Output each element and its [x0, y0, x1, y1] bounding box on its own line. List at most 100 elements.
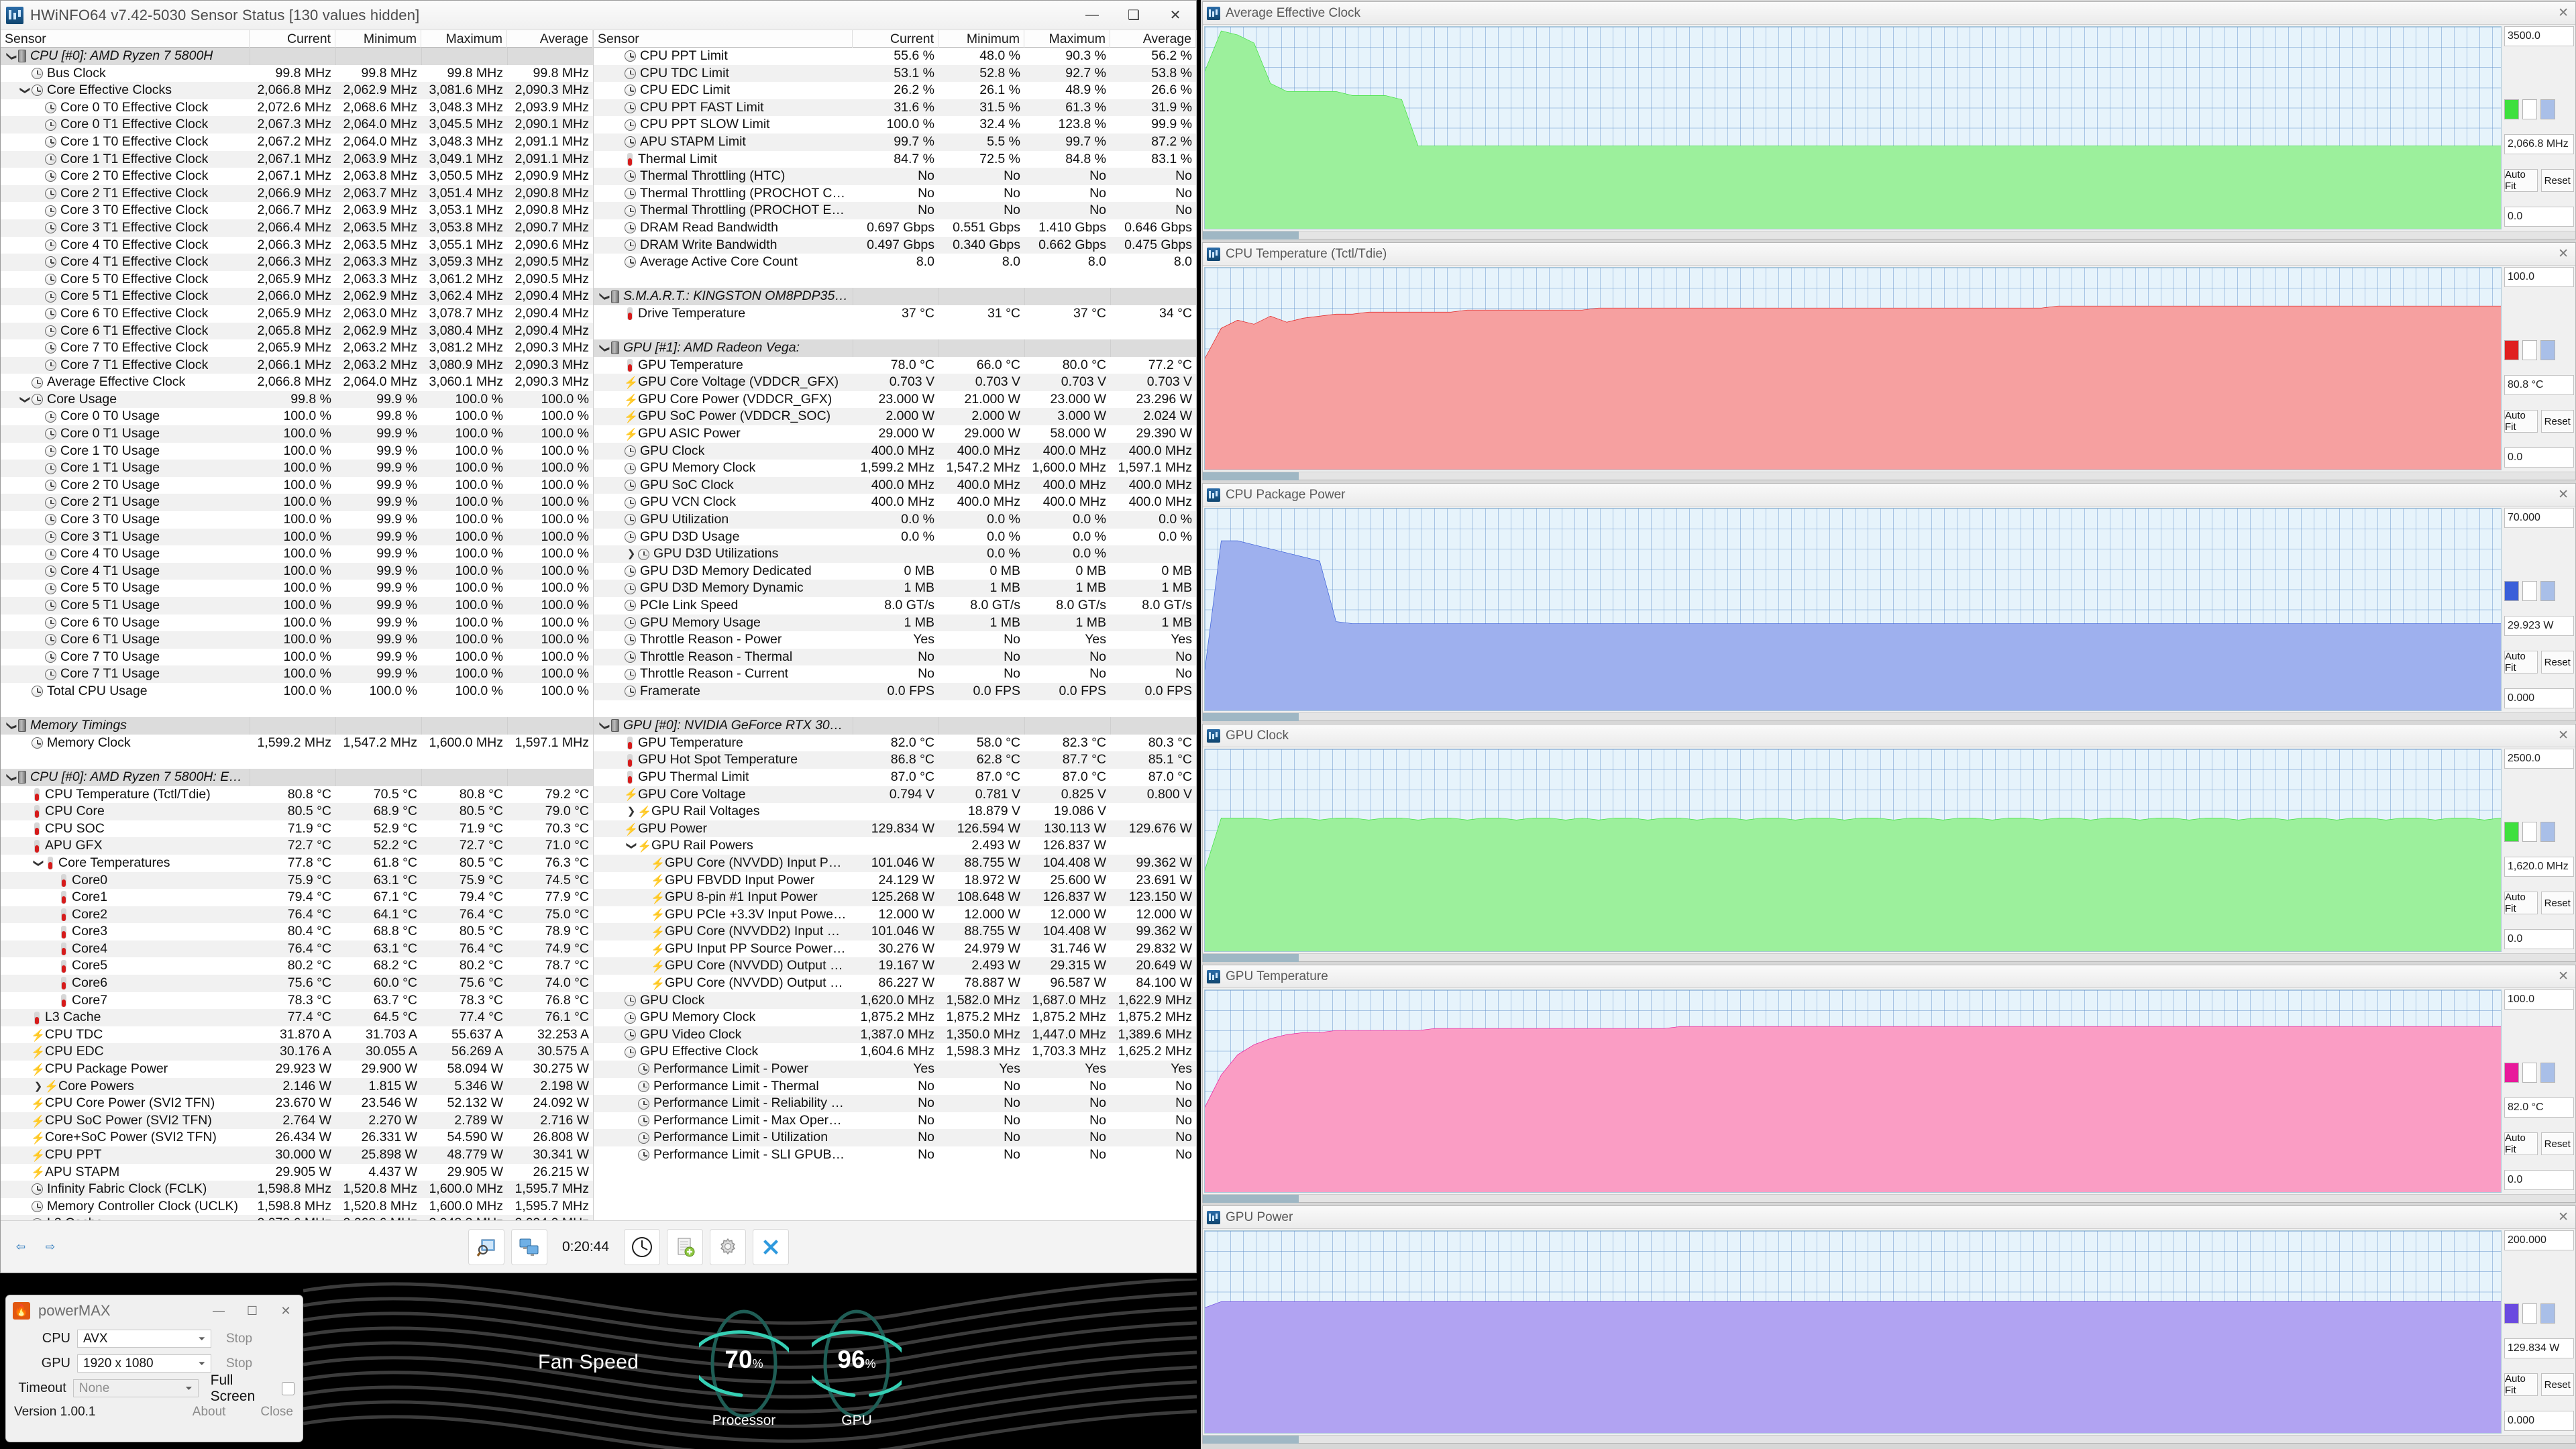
- sensor-row[interactable]: Core+SoC Power (SVI2 TFN) 26.434 W 26.331 …: [1, 1129, 593, 1146]
- graph-swatch-grid[interactable]: [2540, 99, 2555, 119]
- graph-swatch-grid[interactable]: [2540, 822, 2555, 842]
- graph-horizontal-scrollbar[interactable]: [1203, 231, 2575, 239]
- column-header-minimum-2[interactable]: Minimum: [938, 30, 1024, 48]
- sensor-row[interactable]: Core 2 T0 Usage 100.0 % 99.9 % 100.0 % 100.0…: [1, 477, 593, 494]
- sensor-row[interactable]: GPU Input PP Source Power (sum) 30.276 W 2…: [594, 941, 1196, 958]
- graph-swatch-grid[interactable]: [2540, 340, 2555, 360]
- sensor-row[interactable]: PCIe Link Speed 8.0 GT/s 8.0 GT/s 8.0 GT/s 8…: [594, 597, 1196, 614]
- sensor-row[interactable]: DRAM Write Bandwidth 0.497 Gbps 0.340 Gbps…: [594, 236, 1196, 254]
- sensor-row[interactable]: GPU Effective Clock 1,604.6 MHz 1,598.3 MH…: [594, 1043, 1196, 1061]
- sensor-row[interactable]: Core 6 T0 Usage 100.0 % 99.9 % 100.0 % 100.0…: [1, 614, 593, 632]
- sensor-row[interactable]: CPU SoC Power (SVI2 TFN) 2.764 W 2.270 W 2.…: [1, 1112, 593, 1130]
- sensor-row[interactable]: GPU ASIC Power 29.000 W 29.000 W 58.000 W 29…: [594, 425, 1196, 443]
- powermax-maximize-button[interactable]: ☐: [246, 1303, 258, 1318]
- sensor-row[interactable]: CPU TDC Limit 53.1 % 52.8 % 92.7 % 53.8 %: [594, 64, 1196, 83]
- sensor-row[interactable]: Framerate 0.0 FPS 0.0 FPS 0.0 FPS 0.0 FPS: [594, 682, 1196, 700]
- sensor-row[interactable]: GPU SoC Power (VDDCR_SOC) 2.000 W 2.000 W 3…: [594, 408, 1196, 426]
- sensor-group-row[interactable]: S.M.A.R.T.: KINGSTON OM8PDP3512B-A01 (..…: [594, 288, 1196, 305]
- graph-reset-button[interactable]: Reset: [2540, 410, 2574, 433]
- sensor-row[interactable]: Core3 80.4 °C 68.8 °C 80.5 °C 78.9 °C: [1, 923, 593, 941]
- timeout-select[interactable]: None ⏷: [72, 1379, 199, 1397]
- sensor-row[interactable]: Core 4 T0 Effective Clock 2,066.3 MHz 2,06…: [1, 237, 593, 254]
- graph-auto-fit-button[interactable]: Auto Fit: [2504, 651, 2538, 674]
- graph-close-icon[interactable]: ✕: [2558, 488, 2569, 502]
- expand-toggle-icon[interactable]: [18, 391, 32, 409]
- expand-toggle-icon[interactable]: [32, 1078, 45, 1095]
- close-button[interactable]: ✕: [1169, 8, 1181, 23]
- sensor-row[interactable]: Core 7 T0 Usage 100.0 % 99.9 % 100.0 % 100.0…: [1, 649, 593, 666]
- nav-back-icon[interactable]: ⇦: [15, 1240, 26, 1253]
- sensor-row[interactable]: APU STAPM Limit 99.7 % 5.5 % 99.7 % 87.2 %: [594, 133, 1196, 151]
- graph-auto-fit-button[interactable]: Auto Fit: [2504, 1373, 2538, 1396]
- sensor-row[interactable]: GPU VCN Clock 400.0 MHz 400.0 MHz 400.0 MHz…: [594, 494, 1196, 511]
- sensor-row[interactable]: CPU Package Power 29.923 W 29.900 W 58.094 …: [1, 1061, 593, 1078]
- minimize-button[interactable]: —: [1085, 7, 1099, 22]
- column-header-maximum-2[interactable]: Maximum: [1024, 30, 1110, 48]
- graph-plot-area[interactable]: [1204, 989, 2502, 1193]
- sensor-row[interactable]: GPU 8-pin #1 Input Power 125.268 W 108.648…: [594, 889, 1196, 906]
- sensor-row[interactable]: Performance Limit - Max Operating Voltag…: [594, 1112, 1196, 1130]
- sensor-row[interactable]: DRAM Read Bandwidth 0.697 Gbps 0.551 Gbps 1…: [594, 219, 1196, 237]
- sensor-group-row[interactable]: GPU [#0]: NVIDIA GeForce RTX 3060 Laptop…: [594, 717, 1196, 735]
- graph-reset-button[interactable]: Reset: [2540, 1373, 2574, 1396]
- graph-horizontal-scrollbar[interactable]: [1203, 712, 2575, 721]
- sensor-row[interactable]: Core0 75.9 °C 63.1 °C 75.9 °C 74.5 °C: [1, 871, 593, 890]
- expand-toggle-icon[interactable]: [5, 769, 18, 786]
- sensor-row[interactable]: GPU D3D Usage 0.0 % 0.0 % 0.0 % 0.0 %: [594, 529, 1196, 546]
- sensor-row[interactable]: Performance Limit - Utilization No No No No: [594, 1129, 1196, 1146]
- sensor-row[interactable]: Core 0 T1 Usage 100.0 % 99.9 % 100.0 % 100.0…: [1, 425, 593, 443]
- column-header-minimum[interactable]: Minimum: [335, 30, 421, 48]
- sensor-row[interactable]: GPU D3D Memory Dedicated 0 MB 0 MB 0 MB 0 MB: [594, 563, 1196, 580]
- sensor-row[interactable]: Core 6 T0 Effective Clock 2,065.9 MHz 2,06…: [1, 305, 593, 323]
- graph-swatch-series[interactable]: [2504, 1303, 2519, 1324]
- sensor-row[interactable]: Core 5 T0 Usage 100.0 % 99.9 % 100.0 % 100.0…: [1, 580, 593, 597]
- sensor-row[interactable]: CPU PPT 30.000 W 25.898 W 48.779 W 30.341 W: [1, 1146, 593, 1164]
- sensor-row[interactable]: CPU PPT Limit 55.6 % 48.0 % 90.3 % 56.2 %: [594, 48, 1196, 65]
- sensor-row[interactable]: Average Effective Clock 2,066.8 MHz 2,064.…: [1, 374, 593, 391]
- sensor-row[interactable]: Core 2 T0 Effective Clock 2,067.1 MHz 2,06…: [1, 168, 593, 185]
- graph-swatch-background[interactable]: [2522, 581, 2537, 601]
- sensor-row[interactable]: Core 4 T1 Effective Clock 2,066.3 MHz 2,06…: [1, 254, 593, 271]
- powermax-close-link[interactable]: Close: [260, 1405, 293, 1419]
- column-header-sensor[interactable]: Sensor: [1, 30, 250, 48]
- graph-plot-area[interactable]: [1204, 26, 2502, 229]
- sensor-row[interactable]: GPU Hot Spot Temperature 86.8 °C 62.8 °C 87…: [594, 751, 1196, 769]
- about-button[interactable]: About: [192, 1405, 226, 1419]
- sensor-row[interactable]: GPU Core (NVVDD) Output Power 19.167 W 2.4…: [594, 957, 1196, 975]
- sensor-row[interactable]: Performance Limit - SLI GPUBoost Sync No N…: [594, 1146, 1196, 1164]
- graph-swatch-background[interactable]: [2522, 1303, 2537, 1324]
- sensor-row[interactable]: GPU Core Power (VDDCR_GFX) 23.000 W 21.000…: [594, 391, 1196, 409]
- sensor-row[interactable]: GPU Core Voltage 0.794 V 0.781 V 0.825 V 0.8…: [594, 786, 1196, 804]
- sensor-row[interactable]: GPU Temperature 78.0 °C 66.0 °C 80.0 °C 77.2…: [594, 357, 1196, 374]
- sensor-row[interactable]: Core2 76.4 °C 64.1 °C 76.4 °C 75.0 °C: [1, 906, 593, 924]
- sensor-row[interactable]: Core 1 T1 Usage 100.0 % 99.9 % 100.0 % 100.0…: [1, 460, 593, 477]
- remote-monitoring-button[interactable]: [511, 1228, 547, 1265]
- sensor-row[interactable]: Core 3 T1 Effective Clock 2,066.4 MHz 2,06…: [1, 219, 593, 237]
- sensor-row[interactable]: CPU EDC 30.176 A 30.055 A 56.269 A 30.575 A: [1, 1043, 593, 1061]
- sensor-row[interactable]: Core 3 T0 Usage 100.0 % 99.9 % 100.0 % 100.0…: [1, 511, 593, 529]
- graph-swatch-background[interactable]: [2522, 822, 2537, 842]
- fullscreen-checkbox[interactable]: [282, 1381, 294, 1395]
- sensor-row[interactable]: GPU Core Voltage (VDDCR_GFX) 0.703 V 0.703…: [594, 374, 1196, 391]
- graph-swatch-series[interactable]: [2504, 99, 2519, 119]
- clock-reset-button[interactable]: [624, 1228, 661, 1265]
- graph-auto-fit-button[interactable]: Auto Fit: [2504, 169, 2538, 192]
- sensor-row[interactable]: Core4 76.4 °C 63.1 °C 76.4 °C 74.9 °C: [1, 940, 593, 958]
- sensor-row[interactable]: Core 3 T0 Effective Clock 2,066.7 MHz 2,06…: [1, 202, 593, 219]
- maximize-button[interactable]: ❑: [1128, 8, 1140, 23]
- sensor-row[interactable]: Core 1 T0 Usage 100.0 % 99.9 % 100.0 % 100.0…: [1, 443, 593, 460]
- graph-plot-area[interactable]: [1204, 267, 2502, 470]
- sensor-row[interactable]: Core 2 T1 Usage 100.0 % 99.9 % 100.0 % 100.0…: [1, 494, 593, 512]
- sensor-row[interactable]: GPU Rail Voltages 18.879 V 19.086 V: [594, 803, 1196, 820]
- sensor-search-button[interactable]: [468, 1228, 504, 1265]
- gpu-resolution-select[interactable]: 1920 x 1080 ⏷: [77, 1354, 211, 1373]
- sensor-row[interactable]: CPU Temperature (Tctl/Tdie) 80.8 °C 70.5 °…: [1, 786, 593, 804]
- graph-plot-area[interactable]: [1204, 1230, 2502, 1434]
- expand-toggle-icon[interactable]: [5, 717, 18, 735]
- sensor-row[interactable]: GPU D3D Utilizations 0.0 % 0.0 %: [594, 545, 1196, 563]
- exit-button[interactable]: [753, 1228, 790, 1265]
- sensor-row[interactable]: Thermal Throttling (HTC) No No No No: [594, 168, 1196, 185]
- expand-toggle-icon[interactable]: [18, 82, 32, 99]
- sensor-row[interactable]: GPU SoC Clock 400.0 MHz 400.0 MHz 400.0 MHz…: [594, 476, 1196, 494]
- graph-reset-button[interactable]: Reset: [2540, 651, 2574, 674]
